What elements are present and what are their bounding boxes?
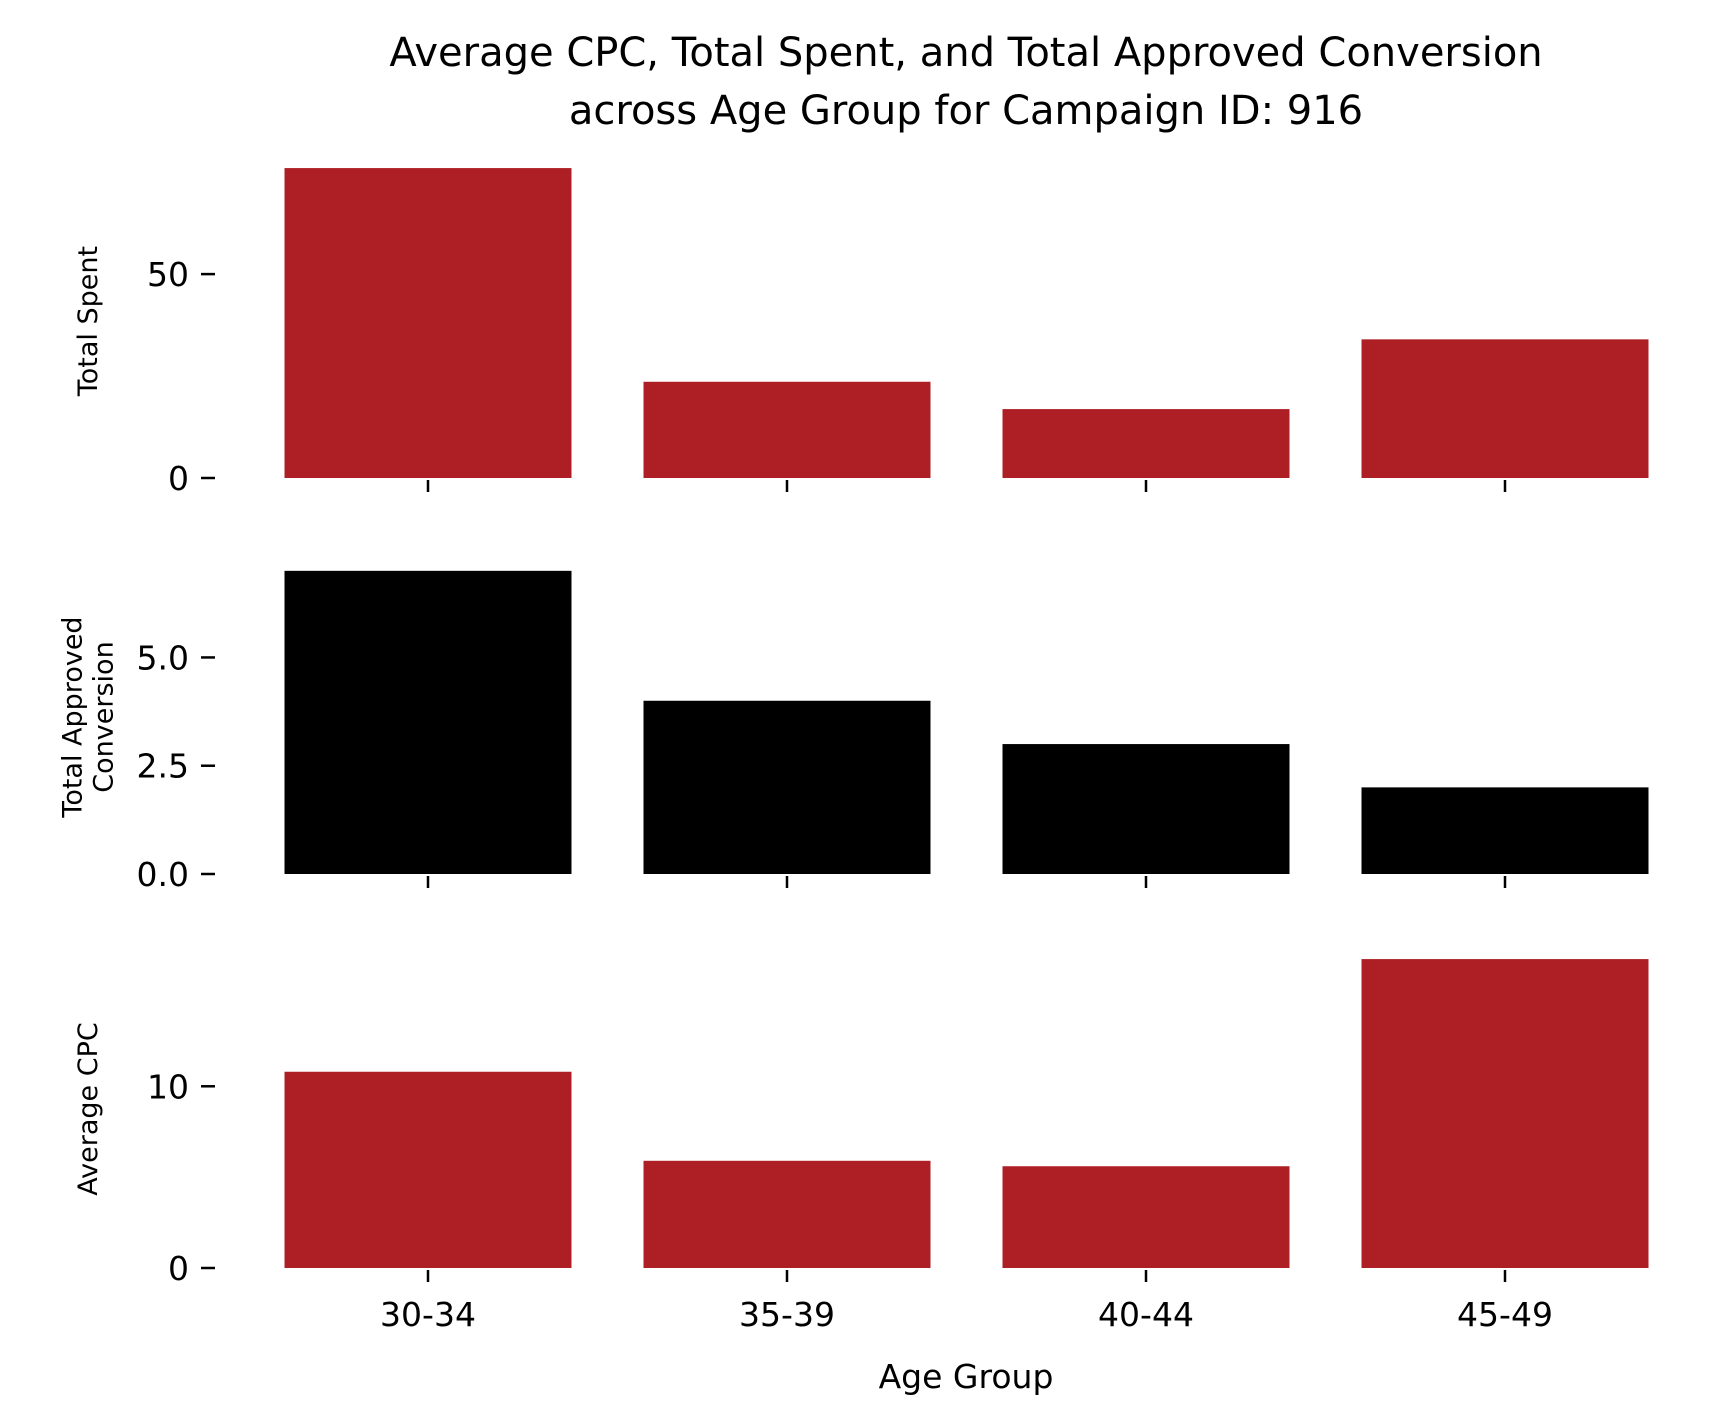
bar-30-34	[284, 570, 572, 874]
subplots: 0 50 Total Spent 0.0 2.5 5.0 Total Approved Con…	[58, 168, 1649, 1334]
y-tick-label: 10	[147, 1067, 189, 1106]
x-tick-label: 45-49	[1457, 1295, 1553, 1334]
x-tick-label: 35-39	[739, 1295, 835, 1334]
panel-2: 0.0 2.5 5.0 Total Approved Conversion	[58, 570, 1649, 894]
x-tick-label: 30-34	[380, 1295, 476, 1334]
bar-35-39	[643, 700, 931, 874]
bar-35-39	[643, 1160, 931, 1268]
bar-30-34	[284, 168, 572, 478]
panel-3: 0 10 Average CPC 30-34 35-39 40-44 45-49	[73, 959, 1649, 1334]
chart-title-line-2: across Age Group for Campaign ID: 916	[569, 88, 1363, 134]
y-axis-label: Total Approved	[58, 616, 89, 818]
y-tick-label: 50	[147, 255, 189, 294]
bar-45-49	[1361, 959, 1649, 1268]
y-tick-label: 0.0	[137, 855, 189, 894]
bar-40-44	[1002, 409, 1290, 478]
panel-1: 0 50 Total Spent	[73, 168, 1649, 498]
x-axis-label: Age Group	[879, 1357, 1054, 1396]
bar-35-39	[643, 381, 931, 478]
bar-30-34	[284, 1071, 572, 1268]
y-tick-label: 0	[168, 1249, 189, 1288]
bar-40-44	[1002, 1166, 1290, 1268]
bar-45-49	[1361, 339, 1649, 478]
bar-45-49	[1361, 787, 1649, 874]
x-tick-label: 40-44	[1098, 1295, 1194, 1334]
y-axis-label: Average CPC	[73, 1022, 104, 1195]
chart-title-line-1: Average CPC, Total Spent, and Total Appr…	[389, 30, 1542, 76]
y-axis-label: Conversion	[89, 641, 120, 792]
y-tick-label: 0	[168, 459, 189, 498]
y-tick-label: 2.5	[137, 747, 189, 786]
bar-40-44	[1002, 744, 1290, 874]
y-tick-label: 5.0	[137, 638, 189, 677]
y-axis-label: Total Spent	[73, 246, 104, 397]
